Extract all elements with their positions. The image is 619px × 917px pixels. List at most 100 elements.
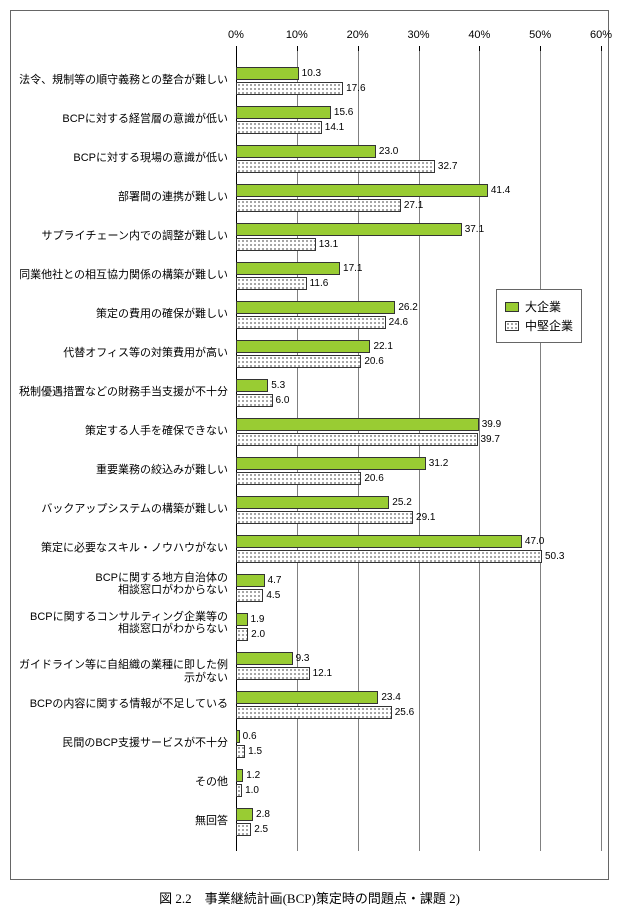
bar-large-enterprise (236, 691, 378, 704)
value-label-mid: 24.6 (389, 317, 408, 328)
bar-mid-enterprise (236, 823, 251, 836)
bar-large-enterprise (236, 808, 253, 821)
value-label-large: 31.2 (429, 458, 448, 469)
bar-mid-enterprise (236, 745, 245, 758)
bar-mid-enterprise (236, 472, 361, 485)
legend-item-mid: 中堅企業 (505, 317, 573, 334)
category-label: バックアップシステムの構築が難しい (18, 503, 228, 516)
legend-swatch-mid (505, 321, 519, 331)
x-tick-mark (540, 46, 541, 51)
x-tick-label: 50% (529, 29, 551, 41)
bar-large-enterprise (236, 106, 331, 119)
bar-large-enterprise (236, 184, 488, 197)
category-label: 法令、規制等の順守義務との整合が難しい (18, 74, 228, 87)
value-label-mid: 1.0 (245, 785, 259, 796)
bar-mid-enterprise (236, 160, 435, 173)
value-label-mid: 2.0 (251, 629, 265, 640)
bar-mid-enterprise (236, 394, 273, 407)
value-label-mid: 25.6 (395, 707, 414, 718)
value-label-large: 15.6 (334, 107, 353, 118)
bar-mid-enterprise (236, 511, 413, 524)
value-label-large: 41.4 (491, 185, 510, 196)
x-tick-mark (358, 46, 359, 51)
bar-mid-enterprise (236, 433, 478, 446)
bar-large-enterprise (236, 613, 248, 626)
legend-item-large: 大企業 (505, 298, 573, 315)
category-label: 部署間の連携が難しい (18, 191, 228, 204)
bar-mid-enterprise (236, 784, 242, 797)
x-tick-mark (601, 46, 602, 51)
value-label-mid: 13.1 (319, 239, 338, 250)
bar-large-enterprise (236, 457, 426, 470)
value-label-large: 2.8 (256, 809, 270, 820)
bar-mid-enterprise (236, 550, 542, 563)
value-label-mid: 27.1 (404, 200, 423, 211)
bar-mid-enterprise (236, 355, 361, 368)
bar-mid-enterprise (236, 199, 401, 212)
x-tick-label: 60% (590, 29, 612, 41)
bar-large-enterprise (236, 262, 340, 275)
value-label-large: 9.3 (296, 653, 310, 664)
category-label: 策定に必要なスキル・ノウハウがない (18, 542, 228, 555)
legend-swatch-large (505, 302, 519, 312)
value-label-large: 26.2 (398, 302, 417, 313)
bar-large-enterprise (236, 379, 268, 392)
bar-large-enterprise (236, 145, 376, 158)
value-label-mid: 12.1 (313, 668, 332, 679)
figure-caption: 図 2.2 事業継続計画(BCP)策定時の問題点・課題 2) (10, 888, 609, 907)
value-label-large: 1.2 (246, 770, 260, 781)
value-label-large: 10.3 (302, 68, 321, 79)
value-label-mid: 39.7 (481, 434, 500, 445)
bar-mid-enterprise (236, 316, 386, 329)
category-label: ガイドライン等に自組織の業種に即した例示がない (18, 659, 228, 685)
gridline (479, 51, 480, 851)
value-label-mid: 20.6 (364, 473, 383, 484)
category-label: 無回答 (18, 815, 228, 828)
bar-large-enterprise (236, 769, 243, 782)
category-label: サプライチェーン内での調整が難しい (18, 230, 228, 243)
value-label-large: 1.9 (251, 614, 265, 625)
bar-large-enterprise (236, 418, 479, 431)
category-label: 税制優遇措置などの財務手当支援が不十分 (18, 386, 228, 399)
bar-large-enterprise (236, 496, 389, 509)
category-label: 策定する人手を確保できない (18, 425, 228, 438)
category-label: BCPに関する地方自治体の相談窓口がわからない (18, 572, 228, 597)
bar-mid-enterprise (236, 121, 322, 134)
legend: 大企業 中堅企業 (496, 289, 582, 343)
x-tick-mark (479, 46, 480, 51)
value-label-mid: 50.3 (545, 551, 564, 562)
value-label-large: 37.1 (465, 224, 484, 235)
value-label-large: 4.7 (268, 575, 282, 586)
value-label-mid: 6.0 (276, 395, 290, 406)
category-label: BCPに対する経営層の意識が低い (18, 113, 228, 126)
value-label-large: 25.2 (392, 497, 411, 508)
bar-large-enterprise (236, 574, 265, 587)
value-label-large: 23.0 (379, 146, 398, 157)
category-label: 同業他社との相互協力関係の構築が難しい (18, 269, 228, 282)
value-label-mid: 32.7 (438, 161, 457, 172)
category-label: BCPに対する現場の意識が低い (18, 152, 228, 165)
value-label-large: 23.4 (381, 692, 400, 703)
value-label-mid: 20.6 (364, 356, 383, 367)
category-label: 代替オフィス等の対策費用が高い (18, 347, 228, 360)
category-label: BCPに関するコンサルティング企業等の相談窓口がわからない (18, 611, 228, 636)
x-tick-label: 20% (347, 29, 369, 41)
x-tick-label: 30% (407, 29, 429, 41)
category-label: 重要業務の絞込みが難しい (18, 464, 228, 477)
plot-area: 10.317.615.614.123.032.741.427.137.113.1… (236, 51, 601, 851)
value-label-large: 39.9 (482, 419, 501, 430)
category-label: BCPの内容に関する情報が不足している (18, 698, 228, 711)
gridline (540, 51, 541, 851)
x-tick-label: 40% (468, 29, 490, 41)
bar-large-enterprise (236, 535, 522, 548)
bar-mid-enterprise (236, 277, 307, 290)
bar-large-enterprise (236, 223, 462, 236)
value-label-large: 47.0 (525, 536, 544, 547)
value-label-large: 22.1 (373, 341, 392, 352)
value-label-mid: 14.1 (325, 122, 344, 133)
bar-mid-enterprise (236, 706, 392, 719)
x-tick-label: 10% (286, 29, 308, 41)
x-tick-mark (419, 46, 420, 51)
x-tick-mark (297, 46, 298, 51)
bar-large-enterprise (236, 340, 370, 353)
